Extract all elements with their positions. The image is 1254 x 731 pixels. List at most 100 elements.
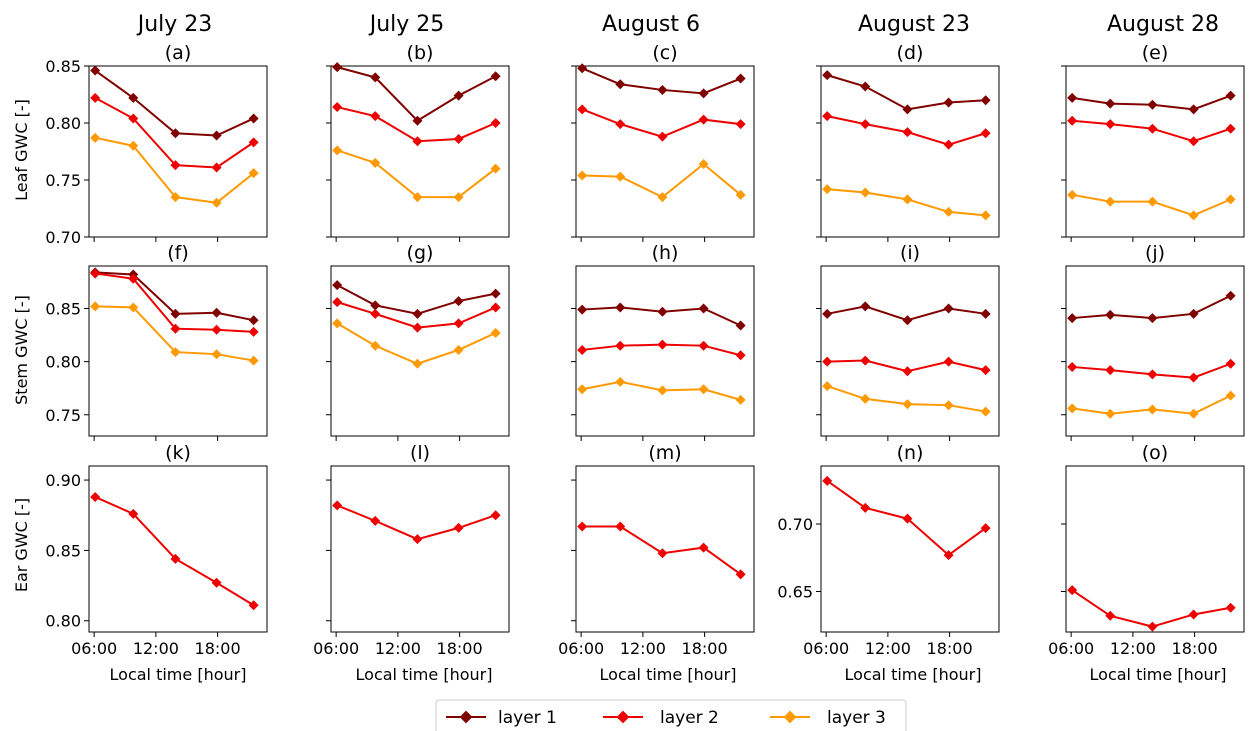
xlabel-col-4: Local time [hour] <box>845 665 982 684</box>
data-point-layer-1 <box>412 308 423 319</box>
panel-label-m: (m) <box>648 442 681 464</box>
data-point-layer-1 <box>332 280 343 291</box>
data-point-layer-2 <box>490 510 501 521</box>
ylabel-ear: Ear GWC [-] <box>12 498 31 592</box>
data-point-layer-1 <box>332 62 343 73</box>
panel-label-j: (j) <box>1145 242 1165 264</box>
data-point-layer-1 <box>1067 92 1078 103</box>
column-title-1: July 23 <box>136 12 213 37</box>
plot-frame-i <box>820 265 1000 437</box>
data-point-layer-1 <box>860 301 871 312</box>
data-point-layer-3 <box>698 159 709 170</box>
data-point-layer-2 <box>1147 621 1158 632</box>
data-point-layer-3 <box>698 384 709 395</box>
plot-frame-f <box>88 265 268 437</box>
series-line-layer-3 <box>582 162 742 199</box>
data-point-layer-2 <box>615 119 626 130</box>
plot-frame-k <box>88 465 268 633</box>
data-point-layer-2 <box>490 118 501 128</box>
data-point-layer-1 <box>902 315 913 326</box>
data-point-layer-3 <box>1225 390 1236 401</box>
series-line-layer-1 <box>94 69 255 137</box>
panel-j: (j) <box>1061 242 1245 441</box>
plot-frame-o <box>1065 465 1245 633</box>
data-point-layer-2 <box>577 521 588 532</box>
data-point-layer-1 <box>248 113 259 124</box>
data-point-layer-3 <box>902 194 913 205</box>
column-title-3: August 6 <box>602 12 700 37</box>
data-point-layer-1 <box>980 308 991 319</box>
data-point-layer-3 <box>128 140 139 151</box>
data-point-layer-2 <box>822 356 833 367</box>
plot-frame-c <box>575 65 755 238</box>
y-tick-label: 0.80 <box>45 612 81 631</box>
data-point-layer-2 <box>980 523 991 534</box>
data-point-layer-2 <box>248 326 259 337</box>
data-point-layer-3 <box>657 192 668 203</box>
data-point-layer-2 <box>1067 361 1078 372</box>
data-point-layer-3 <box>1225 194 1236 205</box>
panel-l: (l) 06:00 12:00 18:00 <box>313 442 510 658</box>
data-point-layer-1 <box>698 303 709 314</box>
data-point-layer-1 <box>211 130 222 141</box>
panel-label-k: (k) <box>165 442 191 464</box>
data-point-layer-1 <box>453 296 464 307</box>
data-point-layer-2 <box>453 133 464 144</box>
data-point-layer-1 <box>490 288 501 299</box>
data-point-layer-2 <box>980 128 991 139</box>
series-line-layer-2 <box>336 504 496 541</box>
data-point-layer-1 <box>170 308 181 319</box>
y-tick-label: 0.85 <box>45 57 81 76</box>
data-point-layer-2 <box>90 268 101 279</box>
data-point-layer-2 <box>1105 119 1116 130</box>
data-point-layer-2 <box>735 119 746 130</box>
panel-label-i: (i) <box>900 242 920 264</box>
data-point-layer-2 <box>412 534 423 545</box>
data-point-layer-2 <box>1225 602 1236 613</box>
panel-b: (b) <box>326 42 510 242</box>
data-point-layer-3 <box>1067 403 1078 414</box>
y-tick-label: 0.65 <box>777 583 813 602</box>
data-point-layer-2 <box>943 550 954 561</box>
data-point-layer-3 <box>1188 408 1199 419</box>
data-point-layer-1 <box>370 72 381 83</box>
data-point-layer-1 <box>128 92 139 103</box>
panel-label-n: (n) <box>897 442 924 464</box>
data-point-layer-2 <box>902 127 913 138</box>
data-point-layer-1 <box>657 84 668 95</box>
data-point-layer-1 <box>577 63 588 74</box>
legend-label-layer-2: layer 2 <box>660 708 719 728</box>
panel-o: (o) 06:00 12:00 18:00 <box>1048 442 1245 658</box>
data-point-layer-3 <box>453 344 464 355</box>
data-point-layer-2 <box>332 500 343 511</box>
data-point-layer-1 <box>1147 313 1158 324</box>
y-tick-label: 0.85 <box>45 541 81 560</box>
data-point-layer-1 <box>1225 290 1236 301</box>
data-point-layer-2 <box>1105 365 1116 376</box>
plot-frame-j <box>1065 265 1245 437</box>
data-point-layer-1 <box>577 304 588 315</box>
data-point-layer-2 <box>1188 136 1199 147</box>
panel-k: (k) 0.80 0.85 0.90 06:00 12:00 18:00 <box>45 442 268 658</box>
panel-h: (h) <box>571 242 755 441</box>
data-point-layer-2 <box>90 92 101 103</box>
data-point-layer-2 <box>211 577 222 588</box>
data-point-layer-2 <box>128 508 139 519</box>
series-line-layer-2 <box>1071 589 1231 628</box>
data-point-layer-2 <box>453 522 464 533</box>
data-point-layer-2 <box>1067 115 1078 126</box>
data-point-layer-2 <box>1067 585 1078 596</box>
xlabel-col-3: Local time [hour] <box>600 665 737 684</box>
panel-label-d: (d) <box>897 42 924 64</box>
data-point-layer-2 <box>248 600 259 611</box>
data-point-layer-1 <box>453 90 464 101</box>
data-point-layer-3 <box>1188 210 1199 221</box>
data-point-layer-2 <box>735 569 746 580</box>
data-point-layer-3 <box>128 302 139 313</box>
data-point-layer-1 <box>822 308 833 319</box>
column-title-5: August 28 <box>1107 12 1219 37</box>
data-point-layer-1 <box>902 104 913 115</box>
data-point-layer-3 <box>980 406 991 417</box>
plot-frame-e <box>1065 65 1245 238</box>
column-title-4: August 23 <box>858 12 970 37</box>
